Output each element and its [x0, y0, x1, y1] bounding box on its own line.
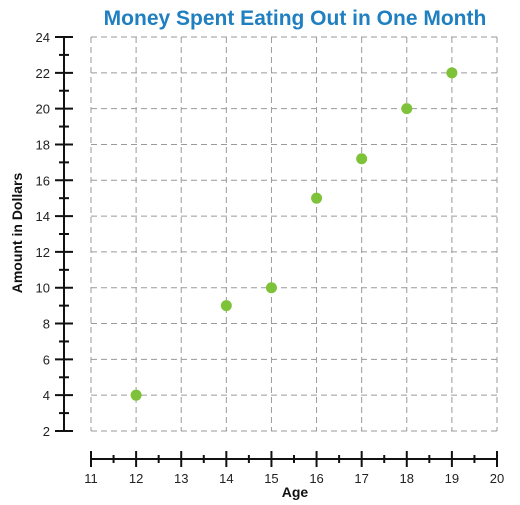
y-tick-label: 14	[36, 209, 50, 224]
y-tick-label: 22	[36, 66, 50, 81]
x-tick-label: 14	[219, 471, 233, 486]
y-tick-label: 12	[36, 245, 50, 260]
x-axis: 11 12 13 14 15 16 17 18 19 20	[84, 451, 504, 486]
y-tick-label: 4	[43, 388, 50, 403]
data-point	[265, 282, 277, 294]
data-point	[130, 389, 142, 401]
x-tick-label: 15	[264, 471, 278, 486]
x-axis-label: Age	[282, 484, 309, 500]
data-point	[401, 103, 413, 115]
x-tick-label: 12	[129, 471, 143, 486]
y-tick-label: 6	[43, 352, 50, 367]
data-point	[446, 67, 458, 79]
y-tick-label: 10	[36, 281, 50, 296]
x-tick-label: 20	[490, 471, 504, 486]
x-tick-label: 11	[84, 471, 98, 486]
data-point	[220, 300, 232, 312]
y-tick-label: 18	[36, 137, 50, 152]
y-tick-label: 24	[36, 30, 50, 45]
y-tick-label: 8	[43, 317, 50, 332]
data-point	[356, 153, 368, 165]
chart-title: Money Spent Eating Out in One Month	[104, 7, 487, 30]
grid	[90, 36, 498, 432]
x-tick-label: 17	[354, 471, 368, 486]
data-points	[130, 67, 458, 401]
x-tick-label: 13	[174, 471, 188, 486]
x-tick-label: 19	[445, 471, 459, 486]
y-tick-label: 2	[43, 424, 50, 439]
y-tick-label: 20	[36, 102, 50, 117]
x-tick-label: 18	[400, 471, 414, 486]
data-point	[311, 192, 323, 204]
x-tick-label: 16	[309, 471, 323, 486]
y-tick-label: 16	[36, 173, 50, 188]
y-axis-label: Amount in Dollars	[9, 173, 25, 294]
